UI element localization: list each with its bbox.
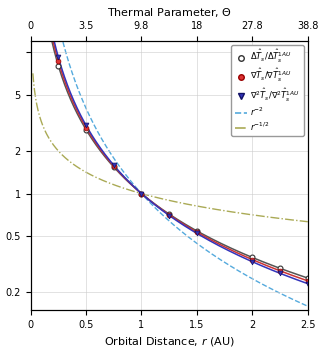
Legend: $\Delta\hat{T}_s/\Delta\hat{T}_s^{1AU}$, $\nabla\hat{T}_s/\nabla\hat{T}_s^{1AU}$: $\Delta\hat{T}_s/\Delta\hat{T}_s^{1AU}$,…: [231, 45, 304, 136]
X-axis label: Orbital Distance, $r$ (AU): Orbital Distance, $r$ (AU): [104, 336, 235, 348]
X-axis label: Thermal Parameter, $\Theta$: Thermal Parameter, $\Theta$: [107, 6, 232, 18]
